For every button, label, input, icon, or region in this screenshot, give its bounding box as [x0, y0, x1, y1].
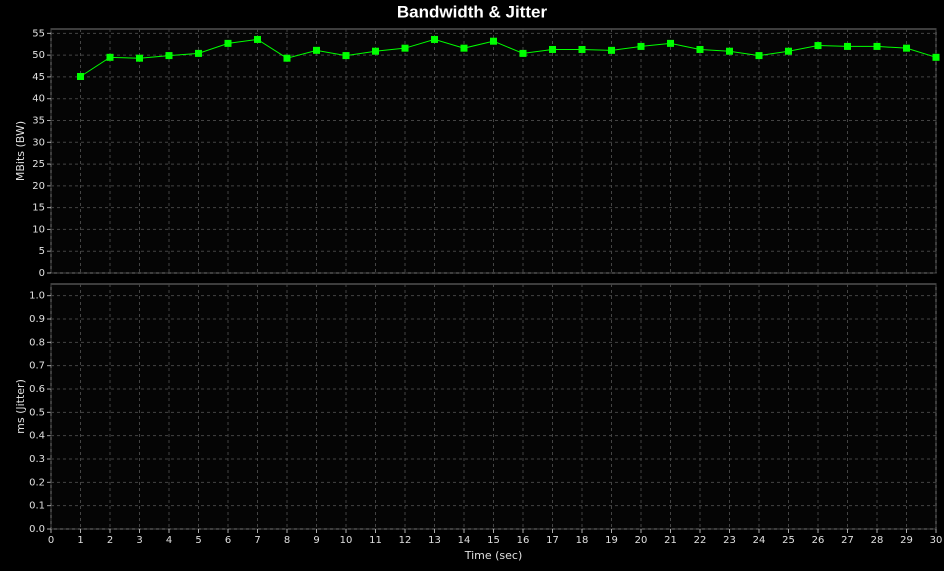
data-point: [136, 54, 143, 62]
x-tick-label: 2: [107, 535, 113, 546]
y-tick-label: 35: [32, 116, 45, 127]
x-tick-label: 13: [428, 535, 441, 546]
data-point: [165, 52, 173, 60]
data-point: [785, 47, 792, 55]
data-point: [460, 44, 468, 52]
y-tick-label: 15: [32, 203, 45, 214]
x-tick-label: 0: [48, 535, 54, 546]
x-tick-label: 23: [723, 535, 736, 546]
data-point: [844, 42, 851, 50]
x-tick-label: 17: [546, 535, 559, 546]
y-tick-label: 0.3: [29, 454, 45, 465]
y-axis-label: MBits (BW): [14, 121, 27, 181]
series-line: [80, 38, 937, 77]
x-tick-label: 27: [841, 535, 854, 546]
data-point: [401, 44, 409, 52]
data-point: [195, 49, 202, 57]
y-tick-label: 0.6: [29, 384, 45, 395]
data-point: [755, 52, 763, 60]
x-tick-label: 7: [254, 535, 260, 546]
data-point: [431, 35, 438, 43]
x-tick-label: 21: [664, 535, 677, 546]
y-tick-label: 45: [32, 72, 45, 83]
x-tick-label: 25: [782, 535, 795, 546]
x-tick-label: 1: [77, 535, 83, 546]
data-point: [549, 45, 556, 53]
data-point: [77, 72, 84, 80]
data-point: [224, 39, 232, 47]
data-point: [667, 39, 674, 47]
x-tick-label: 22: [694, 535, 707, 546]
x-tick-label: 10: [340, 535, 353, 546]
data-point: [873, 42, 881, 50]
x-tick-label: 30: [930, 535, 943, 546]
data-point: [608, 46, 615, 54]
x-tick-label: 29: [900, 535, 913, 546]
y-tick-label: 0: [39, 268, 45, 279]
x-tick-label: 20: [635, 535, 648, 546]
x-tick-label: 9: [313, 535, 319, 546]
y-tick-label: 40: [32, 94, 45, 105]
data-point: [637, 42, 645, 50]
y-tick-label: 0.1: [29, 501, 45, 512]
y-tick-label: 20: [32, 181, 45, 192]
y-tick-label: 25: [32, 159, 45, 170]
data-point: [106, 53, 114, 61]
x-axis-label: Time (sec): [464, 549, 523, 562]
x-tick-label: 12: [399, 535, 412, 546]
y-tick-label: 30: [32, 137, 45, 148]
data-point: [342, 52, 350, 60]
x-tick-label: 14: [458, 535, 471, 546]
y-tick-label: 0.7: [29, 361, 45, 372]
x-tick-label: 28: [871, 535, 884, 546]
data-point: [254, 35, 261, 43]
data-point: [696, 45, 704, 53]
x-tick-label: 16: [517, 535, 530, 546]
x-tick-label: 8: [284, 535, 290, 546]
data-point: [313, 46, 320, 54]
y-tick-label: 5: [39, 246, 45, 257]
y-tick-label: 0.5: [29, 407, 45, 418]
data-point: [490, 37, 497, 45]
data-point: [726, 47, 733, 55]
y-tick-label: 0.4: [29, 431, 45, 442]
x-tick-label: 5: [195, 535, 201, 546]
y-tick-label: 0.2: [29, 477, 45, 488]
y-tick-label: 1.0: [29, 291, 45, 302]
y-tick-label: 0.0: [29, 524, 45, 535]
chart-title: Bandwidth & Jitter: [397, 2, 548, 21]
data-point: [903, 44, 910, 52]
data-point: [932, 53, 940, 61]
x-tick-label: 11: [369, 535, 382, 546]
x-tick-label: 24: [753, 535, 766, 546]
data-point: [283, 54, 291, 62]
data-point: [814, 42, 822, 50]
y-tick-label: 10: [32, 224, 45, 235]
data-point: [578, 45, 586, 53]
x-tick-label: 6: [225, 535, 231, 546]
data-point: [372, 47, 379, 55]
x-tick-label: 26: [812, 535, 825, 546]
y-axis-label: ms (Jitter): [14, 379, 27, 434]
y-tick-label: 0.8: [29, 337, 45, 348]
x-tick-label: 18: [576, 535, 589, 546]
y-tick-label: 0.9: [29, 314, 45, 325]
x-tick-label: 15: [487, 535, 500, 546]
data-point: [519, 49, 527, 57]
y-tick-label: 50: [32, 50, 45, 61]
x-tick-label: 3: [136, 535, 142, 546]
y-tick-label: 55: [32, 28, 45, 39]
x-tick-label: 19: [605, 535, 618, 546]
x-tick-label: 4: [166, 535, 172, 546]
